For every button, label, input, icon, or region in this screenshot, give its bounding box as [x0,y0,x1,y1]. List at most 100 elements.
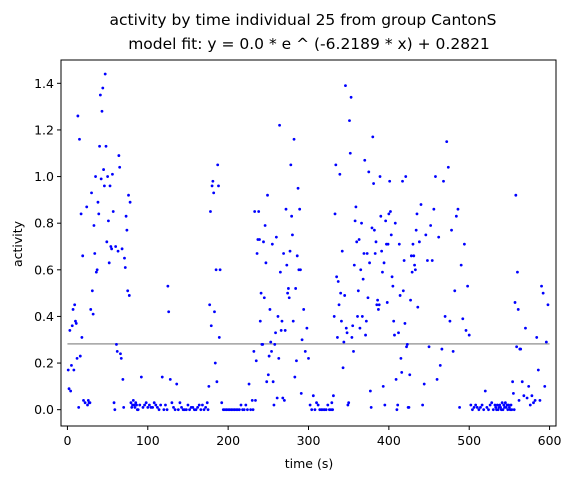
data-point [89,308,93,311]
plot-area [61,60,556,426]
data-point [326,403,330,407]
data-point [377,303,381,307]
data-point [202,408,206,412]
data-point [522,394,526,398]
data-point [262,296,266,300]
data-point [121,377,125,381]
data-point [176,408,180,412]
data-point [532,401,535,405]
data-point [186,403,190,407]
data-point [349,95,353,99]
data-point [361,277,365,281]
data-point [503,401,507,405]
data-point [389,233,393,237]
data-point [295,359,298,363]
data-point [491,408,495,412]
data-point [111,210,115,213]
data-point [409,298,412,302]
data-point [348,151,352,155]
data-point [307,356,310,360]
x-axis: 0 100 200 300 400 500 600 [63,426,562,448]
data-point [362,252,366,255]
data-point [331,408,335,412]
data-point [415,212,419,216]
y-tick-label: 0.4 [34,309,54,324]
data-point [82,398,85,402]
x-tick-label: 500 [457,433,481,448]
data-point [76,114,80,118]
data-point [124,214,128,218]
data-point [242,408,246,412]
data-point [258,238,261,241]
data-point [364,333,367,337]
data-point [162,408,166,412]
x-tick-label: 100 [136,433,160,448]
data-point [382,261,386,265]
data-point [217,184,220,188]
data-point [351,324,355,328]
data-point [141,405,145,409]
data-point [332,315,336,318]
data-point [274,235,278,239]
data-point [516,270,519,274]
data-point [90,191,93,195]
data-point [499,405,502,409]
data-point [164,403,167,407]
data-point [95,268,99,272]
data-point [316,403,320,407]
data-point [421,403,425,407]
data-point [395,408,399,412]
y-tick-label: 0.8 [34,216,54,231]
data-point [131,398,135,402]
data-point [257,210,261,213]
x-tick-label: 300 [297,433,321,448]
data-point [381,384,385,388]
data-point [413,263,416,267]
data-point [79,212,83,216]
data-point [302,308,306,311]
data-point [427,345,431,349]
data-point [263,224,267,227]
data-point [517,398,521,402]
data-point [210,184,214,188]
data-point [168,377,172,381]
data-point [217,336,221,339]
data-point [97,212,101,216]
data-point [283,329,287,332]
data-point [308,403,312,407]
data-point [375,303,379,307]
data-point [143,403,146,407]
data-point [352,350,355,353]
data-point [271,380,275,384]
data-point [172,405,175,409]
data-point [104,144,108,148]
data-point [360,221,363,225]
data-point [347,401,351,405]
data-point [414,228,418,232]
data-point [379,214,383,218]
data-point [332,394,335,398]
data-point [412,254,416,258]
data-point [139,375,143,379]
data-point [339,291,343,295]
data-point [392,319,396,323]
data-point [264,261,268,265]
data-point [275,396,279,400]
data-point [136,408,140,412]
data-point [75,356,79,360]
data-point [338,172,342,176]
data-point [443,315,447,318]
data-point [250,398,254,402]
data-point [430,259,434,262]
data-point [135,403,138,407]
data-point [299,391,303,395]
data-point [364,319,368,323]
data-point [78,354,82,358]
data-point [383,403,387,407]
data-point [100,109,104,113]
data-point [472,405,476,409]
data-point [146,405,150,409]
data-point [498,403,502,407]
data-point [520,380,524,384]
data-point [290,214,294,218]
